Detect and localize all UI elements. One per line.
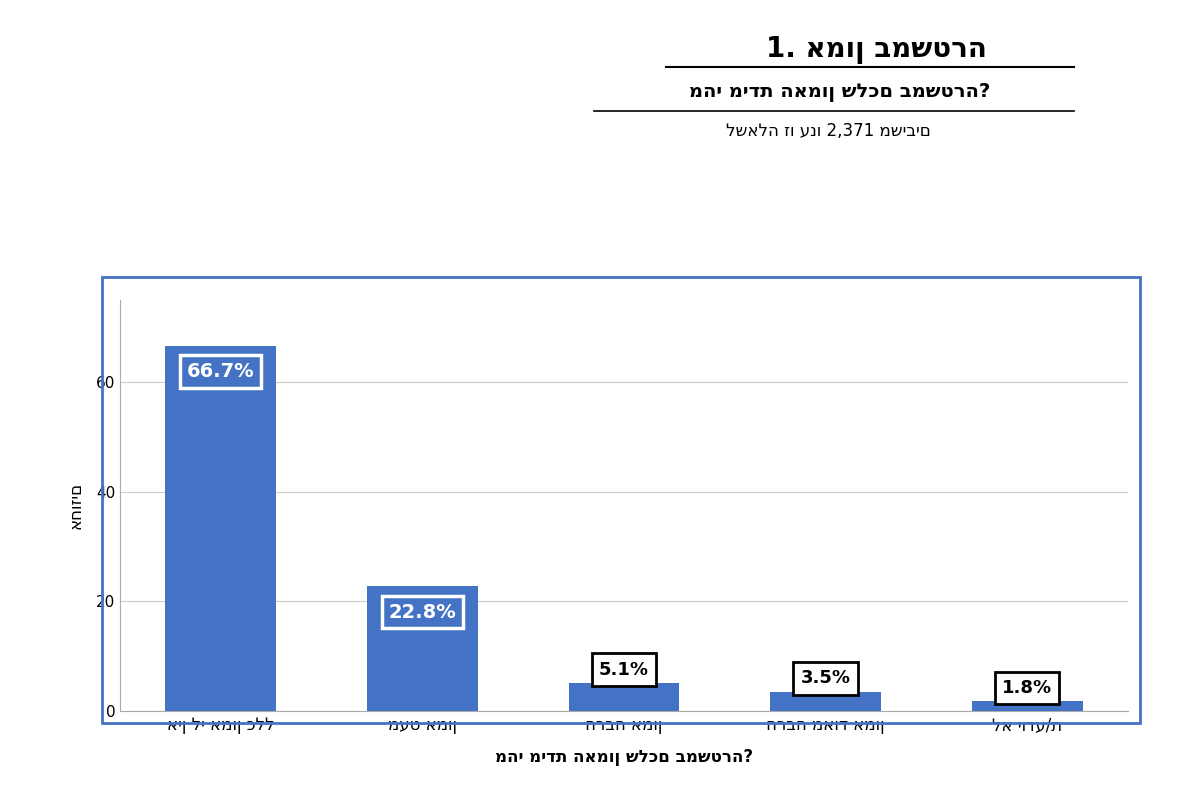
Bar (367, 586, 478, 711)
Bar (972, 702, 1082, 711)
Y-axis label: אחוזים: אחוזים (67, 482, 85, 529)
Bar (569, 683, 679, 711)
Text: לשאלה זו ענו 2,371 משיבים: לשאלה זו ענו 2,371 משיבים (726, 122, 930, 141)
Text: 1. אמון במשטרה: 1. אמון במשטרה (766, 36, 986, 63)
Text: מהי מידת האמון שלכם במשטרה?: מהי מידת האמון שלכם במשטרה? (689, 83, 991, 102)
Text: 3.5%: 3.5% (800, 669, 851, 687)
X-axis label: מהי מידת האמון שלכם במשטרה?: מהי מידת האמון שלכם במשטרה? (494, 748, 754, 766)
Bar (770, 692, 881, 711)
Text: 5.1%: 5.1% (599, 660, 649, 679)
Text: 22.8%: 22.8% (389, 603, 456, 622)
Bar (166, 346, 276, 711)
Text: 66.7%: 66.7% (187, 362, 254, 381)
Text: 1.8%: 1.8% (1002, 679, 1052, 697)
